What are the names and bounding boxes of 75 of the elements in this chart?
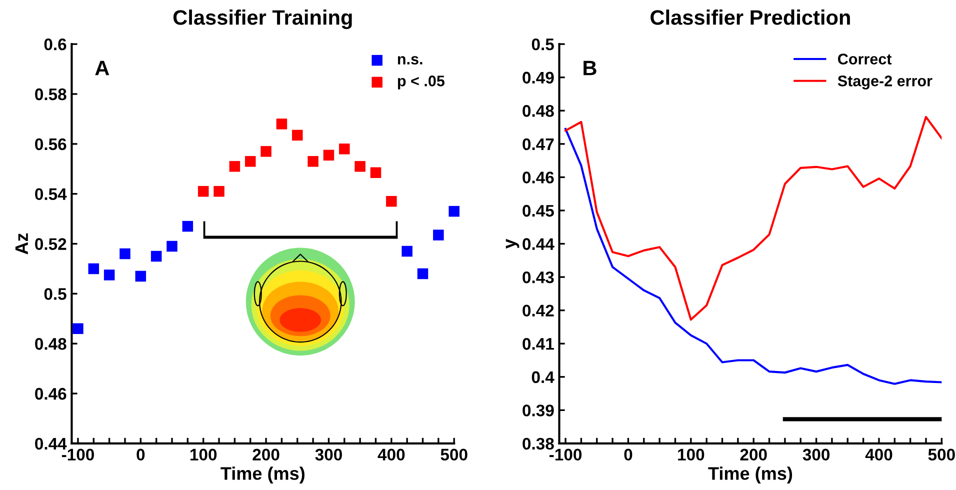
- y-axis-title: Az: [15, 233, 28, 254]
- point: [308, 156, 318, 167]
- y-tick-label: 0.49: [522, 72, 554, 84]
- point: [244, 156, 256, 167]
- point: [198, 186, 209, 197]
- x-tick-label: 100: [190, 448, 217, 461]
- point: [214, 186, 224, 197]
- legend-label: p < .05: [398, 76, 445, 90]
- x-axis-title: Time (ms): [220, 466, 304, 484]
- point: [135, 270, 146, 282]
- x-tick-label: 200: [252, 448, 280, 461]
- y-tick-label: 0.46: [522, 172, 554, 184]
- chart-title: Classifier Prediction: [650, 10, 850, 25]
- point: [166, 240, 178, 252]
- y-tick-label: 0.41: [522, 338, 554, 350]
- point: [292, 130, 303, 141]
- y-tick-label: 0.47: [522, 138, 554, 150]
- point: [323, 150, 334, 161]
- x-axis-title: Time (ms): [708, 466, 792, 484]
- point: [104, 270, 115, 280]
- point: [88, 263, 100, 274]
- y-tick-label: 0.45: [522, 204, 554, 217]
- y-tick-label: 0.46: [35, 388, 66, 400]
- point: [229, 161, 240, 172]
- point: [417, 268, 428, 280]
- chart-title: Classifier Training: [173, 10, 352, 30]
- y-tick-label: 0.5: [44, 288, 66, 300]
- point: [120, 248, 130, 260]
- y-tick-label: 0.58: [35, 88, 66, 100]
- y-tick-label: 0.42: [522, 304, 554, 317]
- point: [339, 144, 350, 154]
- point: [402, 246, 412, 257]
- y-tick-label: 0.54: [35, 188, 67, 200]
- x-tick-label: 500: [440, 448, 468, 461]
- legend-label: Correct: [838, 54, 892, 64]
- y-tick-label: 0.4: [532, 371, 554, 384]
- x-tick-label: 500: [928, 448, 955, 461]
- point: [276, 118, 288, 130]
- x-tick-label: 200: [740, 448, 767, 461]
- y-axis-title: y: [506, 238, 520, 249]
- y-tick-label: 0.48: [522, 105, 554, 117]
- legend-label: Stage-2 error: [838, 76, 932, 90]
- x-tick-label: 100: [678, 448, 704, 461]
- y-tick-label: 0.5: [532, 38, 554, 50]
- line-series: [564, 116, 942, 321]
- point: [448, 206, 460, 217]
- point: [260, 146, 272, 157]
- annotation: A: [95, 60, 110, 76]
- y-tick-label: 0.38: [522, 438, 554, 450]
- x-tick-label: -100: [62, 448, 94, 461]
- x-tick-label: 400: [378, 448, 405, 461]
- y-tick-label: 0.6: [44, 38, 66, 50]
- x-tick-label: 400: [865, 448, 892, 461]
- line-series: [564, 128, 942, 385]
- x-tick-label: 0: [136, 448, 145, 461]
- annotation: B: [584, 60, 596, 76]
- y-tick-label: 0.44: [35, 438, 67, 450]
- y-tick-label: 0.56: [35, 138, 66, 150]
- point: [150, 250, 162, 262]
- point: [72, 323, 84, 334]
- point: [433, 230, 444, 240]
- point: [370, 167, 382, 178]
- x-tick-label: -100: [550, 448, 582, 461]
- y-tick-label: 0.44: [522, 238, 554, 250]
- point: [354, 161, 366, 172]
- y-tick-label: 0.43: [522, 271, 554, 284]
- point: [182, 220, 194, 232]
- x-tick-label: 300: [802, 448, 830, 461]
- y-tick-label: 0.48: [35, 338, 66, 350]
- x-tick-label: 300: [315, 448, 342, 461]
- y-tick-label: 0.52: [35, 238, 66, 250]
- x-tick-label: 0: [624, 448, 632, 461]
- legend-label: n.s.: [398, 56, 422, 64]
- y-tick-label: 0.39: [522, 404, 554, 416]
- point: [386, 196, 397, 207]
